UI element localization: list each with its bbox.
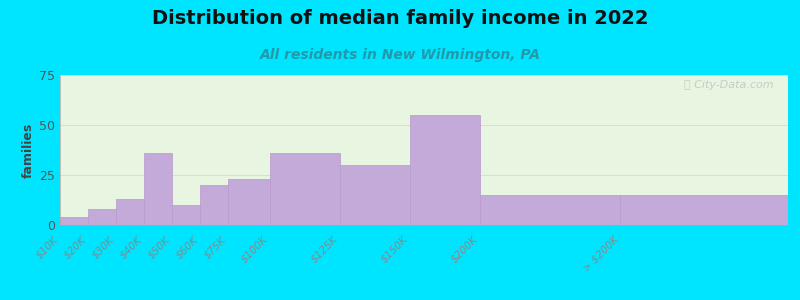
Bar: [270, 153, 340, 225]
Bar: [480, 195, 620, 225]
Bar: [88, 209, 116, 225]
Bar: [340, 165, 410, 225]
Text: ⓘ City-Data.com: ⓘ City-Data.com: [684, 80, 774, 89]
Bar: [228, 179, 270, 225]
Bar: [410, 115, 480, 225]
Bar: [620, 195, 788, 225]
Bar: [200, 185, 228, 225]
Text: All residents in New Wilmington, PA: All residents in New Wilmington, PA: [259, 48, 541, 62]
Bar: [172, 205, 200, 225]
Bar: [116, 199, 144, 225]
Bar: [144, 153, 172, 225]
Text: Distribution of median family income in 2022: Distribution of median family income in …: [152, 9, 648, 28]
Bar: [60, 217, 88, 225]
Y-axis label: families: families: [22, 122, 35, 178]
